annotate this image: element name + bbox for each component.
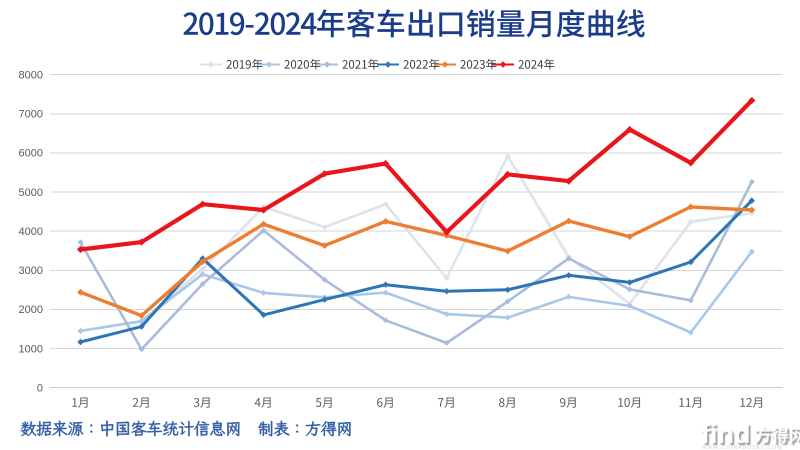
svg-text:6000: 6000 bbox=[19, 148, 43, 160]
svg-text:0: 0 bbox=[37, 382, 43, 394]
svg-text:find: find bbox=[703, 421, 752, 450]
svg-text:1000: 1000 bbox=[19, 343, 43, 355]
svg-text:WWW.CHINABUSES.COM: WWW.CHINABUSES.COM bbox=[702, 445, 783, 450]
svg-text:find: find bbox=[701, 419, 750, 449]
svg-text:8000: 8000 bbox=[19, 70, 43, 82]
svg-text:7000: 7000 bbox=[19, 109, 43, 121]
svg-text:4000: 4000 bbox=[19, 226, 43, 238]
svg-text:3000: 3000 bbox=[19, 265, 43, 277]
svg-text:5000: 5000 bbox=[19, 187, 43, 199]
svg-text:2000: 2000 bbox=[19, 304, 43, 316]
